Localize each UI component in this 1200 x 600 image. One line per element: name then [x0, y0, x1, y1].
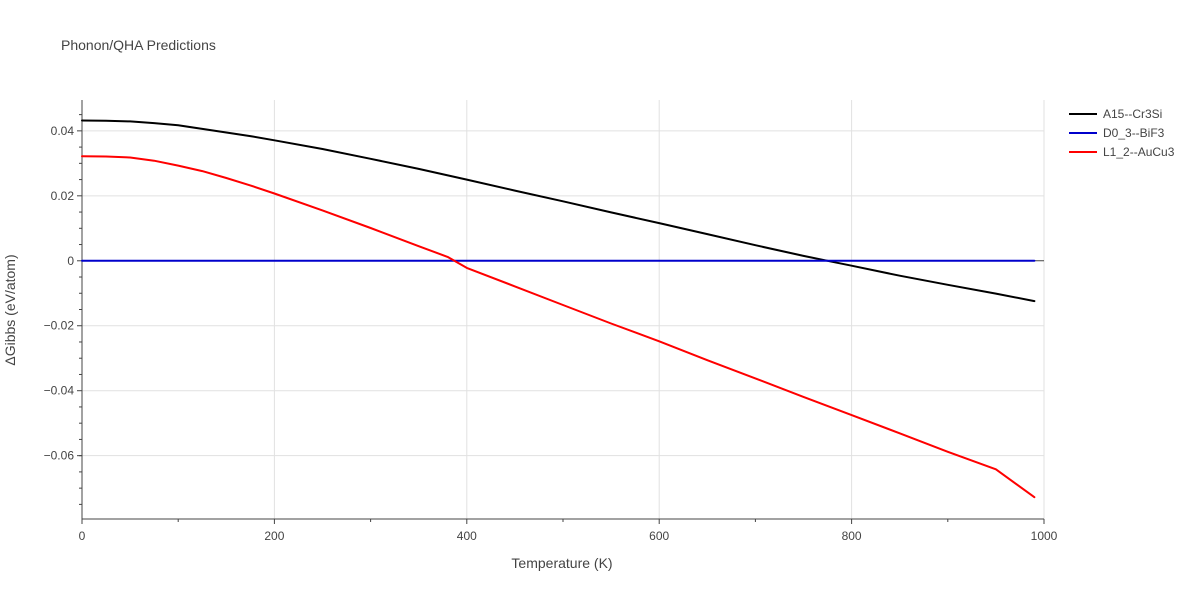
x-tick-label: 0	[79, 529, 86, 543]
chart-title: Phonon/QHA Predictions	[61, 37, 216, 53]
y-tick-label: 0.04	[51, 124, 75, 138]
legend-label: D0_3--BiF3	[1103, 126, 1165, 140]
axes: 0 200 400 600 800 1000 0.04 0.02 0 −0.02 −0.04 −0.0…	[44, 100, 1058, 543]
x-tick-label: 400	[457, 529, 477, 543]
legend-label: A15--Cr3Si	[1103, 107, 1162, 121]
x-tick-label: 600	[649, 529, 669, 543]
x-tick-label: 200	[264, 529, 284, 543]
series-layer	[81, 119, 1036, 499]
x-axis-title: Temperature (K)	[511, 555, 612, 571]
legend-item-d0-3-bif3[interactable]: D0_3--BiF3	[1069, 126, 1165, 140]
series-line-a15-cr3si[interactable]	[81, 119, 1036, 303]
y-axis-title: ΔGibbs (eV/atom)	[2, 254, 18, 365]
y-tick-label: 0	[67, 254, 74, 268]
y-tick-label: −0.04	[44, 384, 75, 398]
series-line-l1-2-aucu3[interactable]	[81, 155, 1036, 499]
legend-item-l1-2-aucu3[interactable]: L1_2--AuCu3	[1069, 145, 1175, 159]
grid	[82, 100, 1045, 519]
x-tick-label: 1000	[1031, 529, 1058, 543]
y-tick-label: −0.02	[44, 319, 75, 333]
legend-label: L1_2--AuCu3	[1103, 145, 1175, 159]
y-tick-label: −0.06	[44, 449, 75, 463]
y-tick-label: 0.02	[51, 189, 75, 203]
legend[interactable]: A15--Cr3Si D0_3--BiF3 L1_2--AuCu3	[1069, 107, 1175, 159]
legend-item-a15-cr3si[interactable]: A15--Cr3Si	[1069, 107, 1162, 121]
x-tick-label: 800	[842, 529, 862, 543]
